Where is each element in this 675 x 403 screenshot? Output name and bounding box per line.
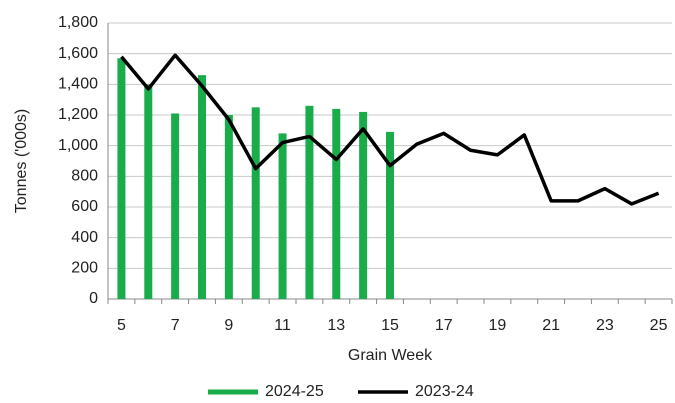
y-tick-label: 1,600: [58, 45, 98, 62]
bar: [386, 131, 394, 299]
bar: [305, 105, 314, 299]
bar: [332, 108, 341, 299]
bar: [117, 58, 126, 300]
x-axis-title: Grain Week: [348, 347, 433, 364]
y-tick-label: 200: [71, 260, 98, 277]
x-tick-label: 19: [489, 317, 507, 334]
x-tick-label: 23: [596, 317, 614, 334]
y-tick-label: 1,800: [58, 14, 98, 31]
x-tick-label: 25: [650, 317, 668, 334]
x-tick-label: 13: [327, 317, 345, 334]
y-tick-label: 1,200: [58, 106, 98, 123]
bar: [251, 107, 260, 299]
bar: [224, 115, 233, 299]
x-tick-label: 5: [117, 317, 126, 334]
bar: [198, 75, 206, 299]
x-tick-label: 17: [435, 317, 453, 334]
x-tick-label: 9: [224, 317, 233, 334]
bar: [171, 113, 180, 299]
x-tick-label: 21: [542, 317, 560, 334]
bar: [144, 84, 153, 299]
y-tick-label: 800: [71, 168, 98, 185]
y-tick-label: 600: [71, 198, 98, 215]
legend-label: 2023-24: [415, 383, 474, 400]
line: [120, 53, 660, 206]
y-tick-label: 400: [71, 229, 98, 246]
x-tick-label: 11: [274, 317, 291, 334]
bar: [278, 133, 287, 299]
x-tick-label: 15: [381, 317, 399, 334]
bar: [359, 111, 368, 299]
y-axis-title: Tonnes ('000s): [13, 109, 30, 213]
y-tick-label: 0: [89, 290, 98, 307]
legend-label: 2024-25: [265, 383, 324, 400]
y-tick-label: 1,400: [58, 76, 98, 93]
x-tick-label: 7: [171, 317, 180, 334]
y-tick-label: 1,000: [58, 137, 98, 154]
